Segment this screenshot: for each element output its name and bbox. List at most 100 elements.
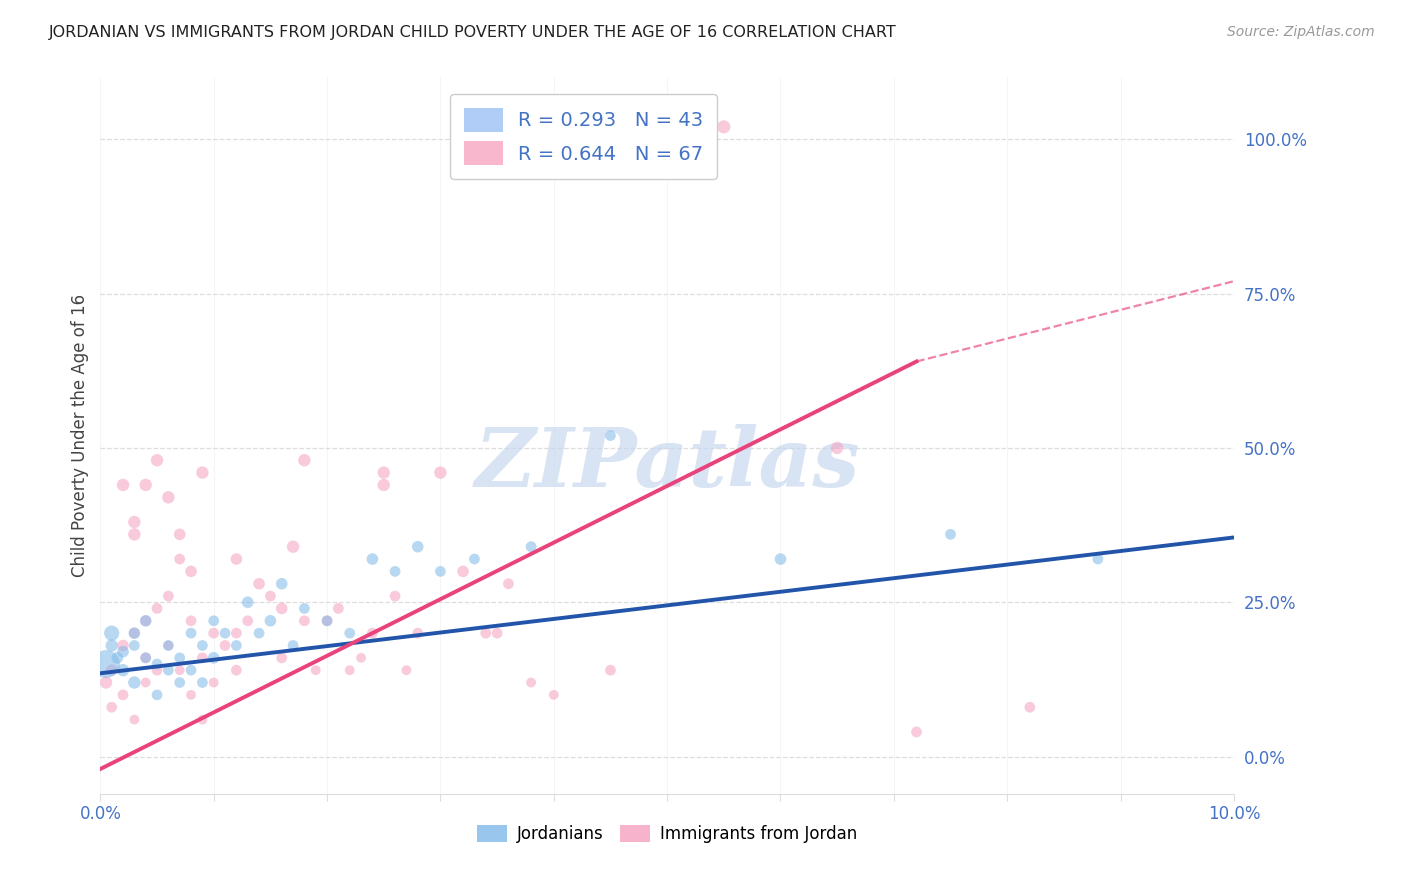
Point <box>328 601 350 615</box>
Point <box>373 466 395 480</box>
Point <box>100 639 122 653</box>
Point <box>406 540 429 554</box>
Point <box>169 527 191 541</box>
Point <box>236 595 259 609</box>
Point <box>146 663 169 677</box>
Point <box>169 650 191 665</box>
Point <box>1018 700 1040 714</box>
Text: JORDANIAN VS IMMIGRANTS FROM JORDAN CHILD POVERTY UNDER THE AGE OF 16 CORRELATIO: JORDANIAN VS IMMIGRANTS FROM JORDAN CHIL… <box>49 25 897 40</box>
Point <box>124 639 146 653</box>
Point <box>124 713 146 727</box>
Point <box>281 639 304 653</box>
Point <box>339 626 361 640</box>
Point <box>395 663 418 677</box>
Point <box>520 540 543 554</box>
Point <box>236 614 259 628</box>
Point <box>157 639 180 653</box>
Point <box>1087 552 1109 566</box>
Point <box>905 725 928 739</box>
Point <box>100 626 122 640</box>
Point <box>939 527 962 541</box>
Point <box>769 552 792 566</box>
Point <box>111 645 134 659</box>
Point <box>124 626 146 640</box>
Point <box>316 614 339 628</box>
Point <box>180 688 202 702</box>
Point <box>270 576 292 591</box>
Point <box>169 675 191 690</box>
Point <box>146 453 169 467</box>
Point <box>825 441 848 455</box>
Point <box>225 626 247 640</box>
Point <box>180 614 202 628</box>
Point <box>94 675 117 690</box>
Point <box>202 626 225 640</box>
Point <box>463 552 485 566</box>
Point <box>270 601 292 615</box>
Point <box>292 601 315 615</box>
Point <box>225 663 247 677</box>
Point <box>451 565 474 579</box>
Point <box>157 589 180 603</box>
Point <box>202 614 225 628</box>
Point <box>100 700 122 714</box>
Point <box>361 552 384 566</box>
Point <box>191 466 214 480</box>
Point <box>350 650 373 665</box>
Point <box>316 614 339 628</box>
Point <box>498 576 520 591</box>
Point <box>124 675 146 690</box>
Point <box>259 614 281 628</box>
Point <box>599 663 621 677</box>
Point <box>146 601 169 615</box>
Point <box>339 663 361 677</box>
Point <box>270 650 292 665</box>
Point <box>214 626 236 640</box>
Point <box>111 688 134 702</box>
Point <box>543 688 565 702</box>
Point <box>105 650 128 665</box>
Point <box>191 639 214 653</box>
Point <box>292 453 315 467</box>
Point <box>100 663 122 677</box>
Point <box>713 120 735 134</box>
Point <box>124 515 146 529</box>
Point <box>202 650 225 665</box>
Point <box>259 589 281 603</box>
Point <box>373 478 395 492</box>
Point <box>486 626 509 640</box>
Point <box>429 466 451 480</box>
Point <box>135 478 157 492</box>
Point <box>520 675 543 690</box>
Point <box>94 657 117 671</box>
Legend: R = 0.293   N = 43, R = 0.644   N = 67: R = 0.293 N = 43, R = 0.644 N = 67 <box>450 95 717 178</box>
Point <box>111 639 134 653</box>
Y-axis label: Child Poverty Under the Age of 16: Child Poverty Under the Age of 16 <box>72 294 89 577</box>
Point <box>135 650 157 665</box>
Point <box>169 663 191 677</box>
Point <box>157 639 180 653</box>
Point <box>384 589 406 603</box>
Text: ZIPatlas: ZIPatlas <box>474 425 860 504</box>
Point <box>225 552 247 566</box>
Point <box>124 626 146 640</box>
Point <box>599 428 621 442</box>
Point <box>111 478 134 492</box>
Point <box>135 675 157 690</box>
Point <box>384 565 406 579</box>
Point <box>191 713 214 727</box>
Point <box>305 663 328 677</box>
Point <box>135 614 157 628</box>
Text: Source: ZipAtlas.com: Source: ZipAtlas.com <box>1227 25 1375 39</box>
Point <box>292 614 315 628</box>
Point <box>135 614 157 628</box>
Point <box>214 639 236 653</box>
Point <box>281 540 304 554</box>
Point <box>180 565 202 579</box>
Point <box>247 576 270 591</box>
Point <box>429 565 451 579</box>
Point <box>202 675 225 690</box>
Point <box>146 657 169 671</box>
Point <box>247 626 270 640</box>
Point <box>169 552 191 566</box>
